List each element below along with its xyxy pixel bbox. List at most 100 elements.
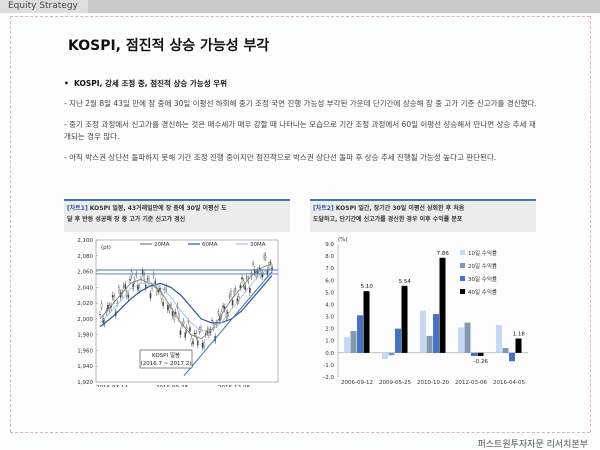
kospi-label-box [139,349,193,369]
paragraph-1: - 지난 2월 8일 43일 만에 장 중에 30일 이평선 하회해 중기 조정… [64,99,537,108]
legend-swatch [460,276,465,281]
chart1-header: [차트1] KOSPI 일봉, 43거래일만에 장 중에 30일 이평선 도 달… [64,199,290,232]
y-tick-label: 6.0 [325,278,334,284]
top-bar: Equity Strategy [0,0,600,13]
data-label: -0.26 [474,359,489,365]
x-tick-label: 2009-05-25 [379,380,411,386]
candle-body [111,294,114,298]
y-tick-label: 8.0 [325,254,334,260]
candle-body [241,277,243,280]
bar [401,285,408,353]
data-label: 5.10 [361,284,374,290]
candle-body [133,279,136,282]
candle-body [165,286,168,291]
candle-body [171,311,174,316]
candle-body [238,296,240,302]
bar [420,310,426,353]
y-unit: (pt) [101,245,111,251]
candle-body [149,293,152,299]
y-tick-label: -1.0 [323,363,334,369]
dashed-border-bottom [10,432,590,433]
x-tick-label: 2016-09-28 [156,385,188,387]
chart-return-distribution: [차트2] KOSPI 일간, 장기간 30일 이평선 상회한 후 처음 도달하… [310,199,536,387]
data-label: 1.18 [513,332,526,338]
candle-body [162,301,164,306]
x-tick-label: 2016-07-14 [96,385,128,387]
chart2-plot: (%) -2.0 -1.0 0.0 1.0 2.0 3.0 4.0 5.0 6.0 7.0 8.0 9.… [323,237,528,386]
bar [357,315,363,353]
candle-body [178,313,180,319]
bar [363,291,370,353]
body-text: • KOSPI, 강세 조정 중, 점진적 상승 가능성 우위 - 지난 2월 … [64,78,540,173]
legend-label: 10일 수익률 [468,249,497,257]
dashed-border-top [10,16,590,17]
bar [344,337,350,353]
legend-swatch [460,289,465,294]
candle-body [203,342,205,347]
y-tick-label: 2,020 [77,301,93,307]
y-unit: (%) [338,237,348,243]
x-tick-label: 2010-10-20 [417,380,449,386]
candle-body [190,338,193,344]
paragraph-3: - 아직 박스권 상단선 돌파하지 못해 기간 조정 진행 중이지만 점진적으로… [64,153,497,162]
bar [388,352,395,356]
header-tab: Equity Strategy [0,0,88,13]
support-trendline [183,271,273,377]
chart-kospi-daily: [차트1] KOSPI 일봉, 43거래일만에 장 중에 30일 이평선 도 달… [64,199,290,391]
candle-body [154,280,156,286]
bar [477,352,484,356]
candle-body [141,270,144,274]
kospi-label-title: KOSPI 일봉 [152,351,180,359]
legend-swatch [460,263,465,268]
candle-body [222,305,224,308]
chart1-plot: 2,100 2,080 2,060 2,040 2,020 2,000 1,980 1,960… [77,238,279,391]
y-tick-label: 0.0 [325,351,334,357]
bar [471,352,477,356]
candle-body [138,287,141,292]
y-tick-label: 3.0 [325,315,334,321]
bar [426,335,433,353]
candle-body [234,288,237,290]
x-tick-label: 2016-04-05 [493,380,525,386]
candle-body [192,341,194,345]
candle-body [269,261,272,264]
y-tick-label: 2,040 [77,285,93,291]
candle-body [160,294,163,300]
candle-body [152,274,155,276]
ma-line-20ma [99,263,273,340]
candle-body [206,329,209,334]
footer-text: 퍼스트원투자자문 리서치본부 [477,440,588,450]
bullet-heading: • KOSPI, 강세 조정 중, 점진적 상승 가능성 우위 [64,79,228,88]
candle-body [228,295,231,297]
y-tick-label: 5.0 [325,290,334,296]
data-label: 5.54 [399,279,412,285]
candle-body [113,295,115,301]
candle-body [200,327,202,330]
kospi-label-period: (2016.7 ~ 2017.2) [141,361,192,367]
data-label: 7.86 [437,251,450,257]
bar [515,338,522,353]
candle-body [195,332,198,338]
y-tick-label: 1,960 [77,348,93,354]
y-tick-label: 2,080 [77,254,93,260]
x-tick-label: 2012-03-06 [455,380,487,386]
candle-body [197,340,199,346]
y-tick-label: -2.0 [323,375,334,381]
candle-body [148,278,150,283]
candle-body [201,342,204,348]
chart2-header: [차트2] KOSPI 일간, 장기간 30일 이평선 상회한 후 처음 도달하… [310,199,536,232]
y-tick-label: 7.0 [325,266,334,272]
page-title: KOSPI, 점진적 상승 가능성 부각 [68,38,270,54]
bar [433,314,439,353]
x-tick-label: 2006-09-12 [341,380,373,386]
candle-body [118,287,120,291]
bar [382,352,388,359]
candle-body [179,330,182,335]
candle-body [193,332,196,335]
y-tick-label: 1,920 [77,380,93,386]
candle-body [189,327,191,332]
x-tick-label: 2016-12-08 [218,385,250,387]
candle-body [167,305,169,311]
bar [350,331,357,353]
